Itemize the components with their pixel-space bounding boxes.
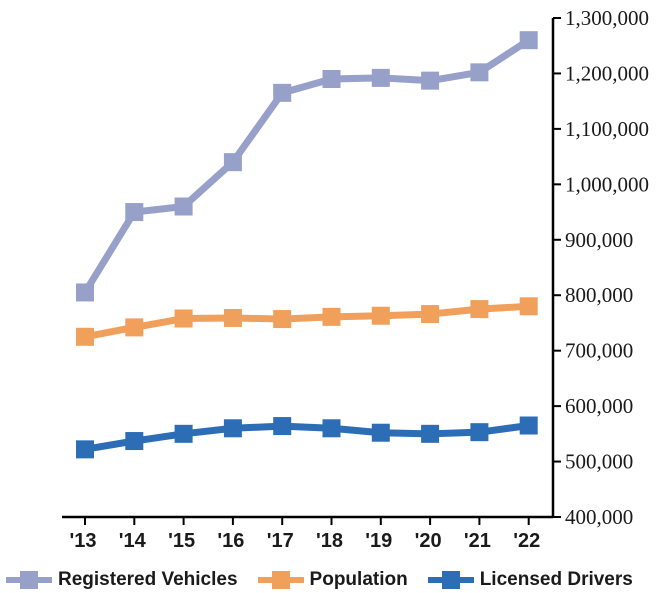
y-tick-label: 700,000 (565, 339, 633, 363)
x-tick-label: '21 (464, 530, 491, 552)
data-point-registered-vehicles (470, 63, 489, 82)
y-tick-label: 1,100,000 (565, 117, 649, 141)
data-point-population (223, 308, 242, 327)
series-licensed-drivers (76, 416, 538, 459)
legend-label: Licensed Drivers (479, 569, 633, 590)
data-point-registered-vehicles (273, 83, 292, 102)
legend-swatch-licensed-drivers (427, 570, 474, 590)
legend-label: Population (309, 569, 408, 590)
data-point-licensed-drivers (125, 432, 144, 451)
data-point-population (273, 310, 292, 329)
x-tick-label: '22 (513, 530, 540, 552)
data-point-registered-vehicles (223, 153, 242, 172)
series-line-population (84, 302, 529, 341)
series-line-licensed-drivers (84, 422, 530, 453)
data-point-licensed-drivers (421, 424, 440, 443)
data-point-population (470, 300, 489, 319)
y-tick-label: 600,000 (565, 394, 633, 418)
data-point-licensed-drivers (470, 423, 489, 442)
x-tick-label: '18 (316, 530, 343, 552)
x-tick-label: '16 (217, 530, 244, 552)
data-point-population (322, 307, 341, 326)
data-point-licensed-drivers (371, 423, 390, 442)
data-point-licensed-drivers (519, 416, 538, 435)
x-tick-label: '13 (69, 530, 96, 552)
data-point-population (519, 297, 538, 316)
chart-axes (62, 18, 555, 519)
legend-swatch-registered-vehicles (6, 570, 52, 590)
data-point-licensed-drivers (273, 417, 292, 436)
x-tick-label: '20 (415, 530, 442, 552)
data-point-registered-vehicles (125, 203, 144, 222)
legend-item-population: Population (257, 569, 408, 591)
data-point-population (76, 327, 94, 346)
y-tick-label: 900,000 (565, 228, 633, 252)
data-point-registered-vehicles (174, 197, 193, 216)
x-axis-ticks: '13 '14 '15 '16 '17 '18 '19 '20 '21 '22 (69, 517, 540, 552)
legend-item-licensed-drivers: Licensed Drivers (427, 569, 633, 591)
data-point-population (125, 318, 144, 337)
y-tick-label: 500,000 (565, 450, 633, 474)
series-line-registered-vehicles (82, 37, 531, 295)
data-point-registered-vehicles (421, 71, 440, 90)
y-tick-label: 1,300,000 (565, 6, 649, 30)
data-point-registered-vehicles (322, 69, 341, 88)
data-point-licensed-drivers (223, 419, 242, 438)
data-point-licensed-drivers (174, 424, 193, 443)
chart-series (76, 31, 538, 459)
data-point-registered-vehicles (76, 283, 94, 302)
y-tick-label: 400,000 (565, 505, 633, 529)
data-point-licensed-drivers (76, 440, 94, 459)
data-point-population (174, 309, 193, 328)
chart-legend: Registered Vehicles Population Licensed … (6, 567, 672, 593)
y-tick-label: 1,000,000 (565, 172, 649, 196)
series-population (76, 297, 538, 346)
x-tick-label: '15 (168, 530, 195, 552)
data-point-population (421, 305, 440, 324)
legend-label: Registered Vehicles (58, 569, 238, 590)
x-tick-label: '19 (365, 530, 392, 552)
series-registered-vehicles (76, 31, 538, 302)
data-point-population (371, 306, 390, 325)
line-chart: '13 '14 '15 '16 '17 '18 '19 '20 '21 '22 400,000 50… (62, 6, 649, 552)
legend-item-registered-vehicles: Registered Vehicles (6, 569, 238, 591)
legend-swatch-population (257, 570, 304, 590)
x-tick-label: '17 (267, 530, 294, 552)
y-axis-ticks: 400,000 500,000 600,000 700,000 800,000 900,0… (553, 6, 649, 529)
data-point-registered-vehicles (371, 68, 390, 87)
x-tick-label: '14 (119, 530, 147, 552)
y-tick-label: 1,200,000 (565, 61, 649, 85)
data-point-licensed-drivers (322, 419, 341, 438)
data-point-registered-vehicles (519, 31, 538, 50)
y-tick-label: 800,000 (565, 283, 633, 307)
